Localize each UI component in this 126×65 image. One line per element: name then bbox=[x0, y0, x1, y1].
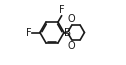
Text: O: O bbox=[68, 14, 75, 24]
Text: F: F bbox=[26, 27, 32, 38]
Text: B: B bbox=[64, 27, 71, 38]
Text: F: F bbox=[59, 5, 65, 15]
Text: O: O bbox=[68, 41, 75, 51]
